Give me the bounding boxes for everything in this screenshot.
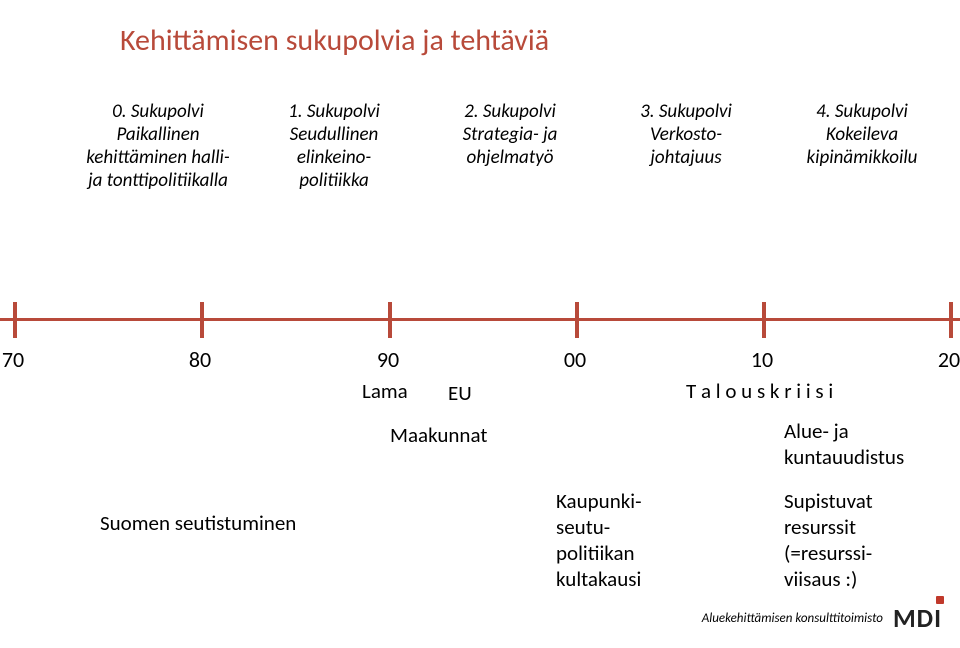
generation-body: Kokeileva kipinämikkoilu [778,123,946,169]
axis-tick [762,302,766,338]
generation-4: 4. Sukupolvi Kokeileva kipinämikkoilu [774,100,950,192]
annotation: T a l o u s k r i i s i [686,378,833,404]
generation-heading: 4. Sukupolvi [778,100,946,123]
generation-0: 0. Sukupolvi Paikallinen kehittäminen ha… [70,100,246,192]
annotation: Kaupunki- seutu- politiikan kultakausi [556,488,642,592]
generation-heading: 0. Sukupolvi [74,100,242,123]
annotation: Suomen seutistuminen [100,510,296,536]
generation-heading: 2. Sukupolvi [426,100,594,123]
generation-body: Seudullinen elinkeino- politiikka [250,123,418,192]
footer: Aluekehittämisen konsulttitoimisto MDI [702,602,942,634]
axis-tick-label: 10 [751,346,773,373]
axis-tick [575,302,579,338]
generation-body: Paikallinen kehittäminen halli- ja tontt… [74,123,242,192]
axis-tick-label: 70 [2,346,24,373]
page-title: Kehittämisen sukupolvia ja tehtäviä [120,22,549,59]
generation-2: 2. Sukupolvi Strategia- ja ohjelmatyö [422,100,598,192]
axis-tick-label: 20 [938,346,960,373]
generation-body: Verkosto- johtajuus [602,123,770,169]
generation-3: 3. Sukupolvi Verkosto- johtajuus [598,100,774,192]
annotation: Alue- ja kuntauudistus [784,418,904,470]
axis-tick [388,302,392,338]
axis-tick [949,302,953,338]
generation-body: Strategia- ja ohjelmatyö [426,123,594,169]
logo-text: MDI [893,602,942,634]
generations-row: 0. Sukupolvi Paikallinen kehittäminen ha… [70,100,950,192]
annotation: Maakunnat [390,422,487,448]
annotation: EU [448,380,472,406]
axis-tick-label: 90 [377,346,399,373]
footer-logo: MDI [893,602,942,634]
axis-line [0,318,960,321]
axis-tick-label: 80 [189,346,211,373]
logo-dot-icon [936,596,944,604]
axis-tick [200,302,204,338]
annotation: Supistuvat resurssit (=resurssi- viisaus… [784,488,873,592]
axis-tick-label: 00 [564,346,586,373]
annotation: Lama [362,378,408,404]
generation-heading: 3. Sukupolvi [602,100,770,123]
generation-1: 1. Sukupolvi Seudullinen elinkeino- poli… [246,100,422,192]
axis-tick [13,302,17,338]
generation-heading: 1. Sukupolvi [250,100,418,123]
footer-text: Aluekehittämisen konsulttitoimisto [702,611,883,626]
